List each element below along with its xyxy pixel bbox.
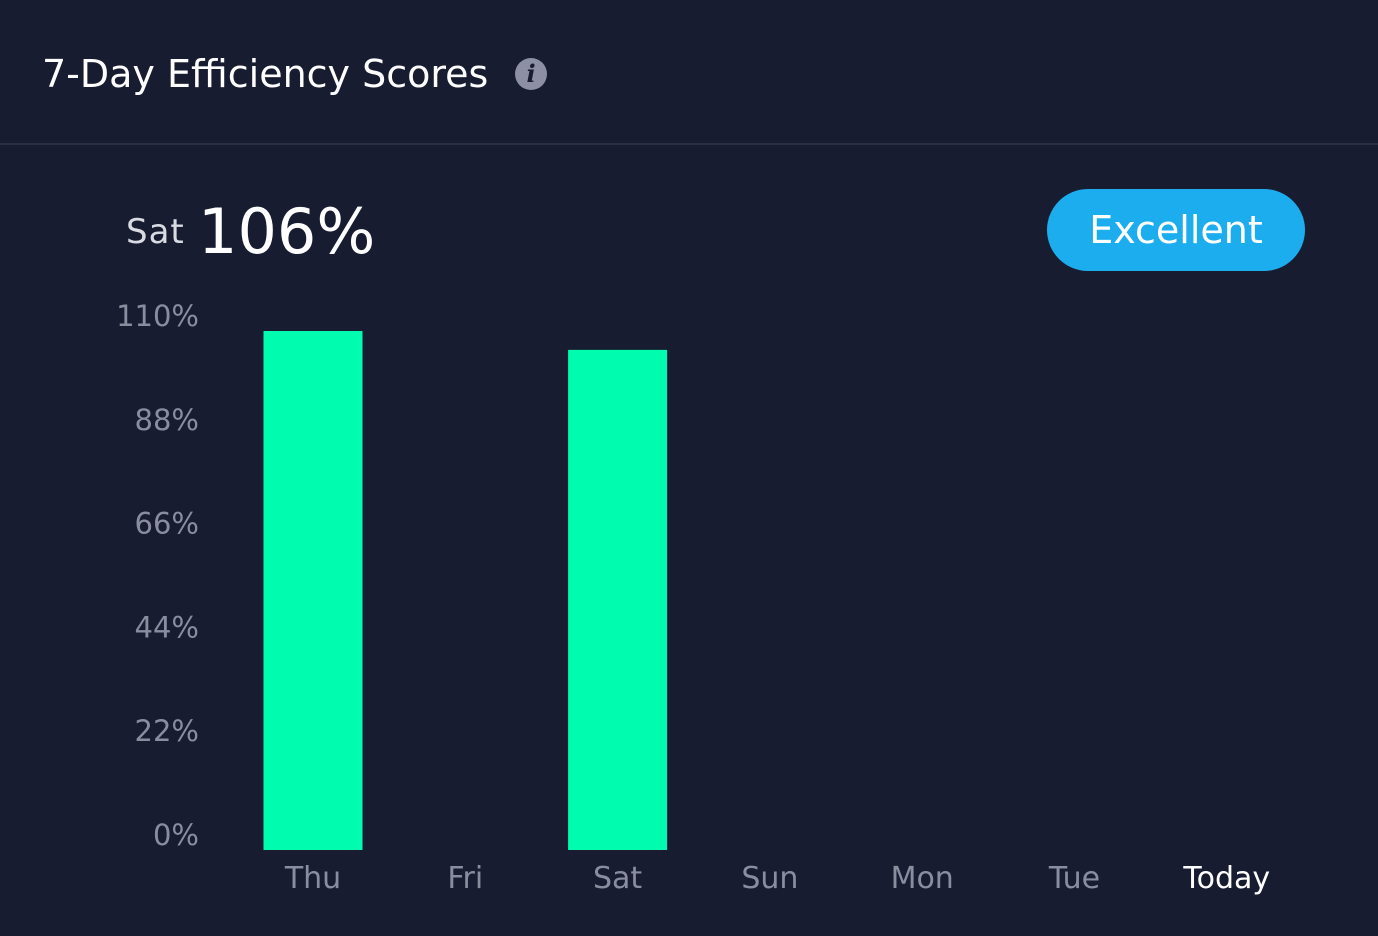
x-tick-label-sun[interactable]: Sun [741,861,798,896]
x-tick-label-today[interactable]: Today [1182,861,1270,896]
card-title: 7-Day Efficiency Scores [42,52,489,96]
bar-thu[interactable] [263,331,363,850]
y-tick-label: 44% [135,610,199,644]
x-tick-label-mon[interactable]: Mon [891,861,954,896]
info-icon[interactable]: i [515,58,547,90]
x-tick-label-thu[interactable]: Thu [284,861,341,896]
y-tick-label: 110% [116,299,199,333]
selected-score-value: 106% [198,195,376,268]
card-header: 7-Day Efficiency Scores i [0,0,1378,145]
bar-sat[interactable] [568,349,668,850]
rating-badge[interactable]: Excellent [1047,189,1305,271]
y-tick-label: 66% [135,507,199,541]
y-tick-label: 0% [153,818,199,852]
x-tick-label-tue[interactable]: Tue [1048,861,1100,896]
x-tick-label-fri[interactable]: Fri [447,861,483,896]
y-tick-label: 88% [135,403,199,437]
y-tick-label: 22% [135,714,199,748]
x-tick-label-sat[interactable]: Sat [593,861,642,896]
selected-day-label: Sat [126,212,185,252]
